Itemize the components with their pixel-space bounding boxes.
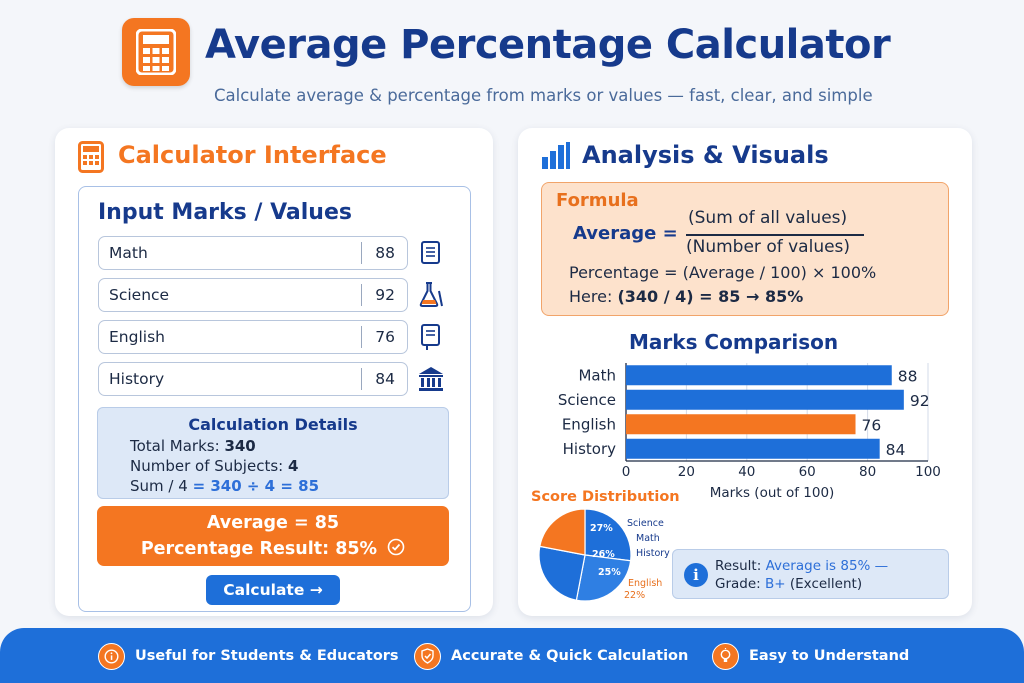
result-line: Result: Average is 85% —: [715, 558, 889, 574]
calculate-button[interactable]: Calculate →: [206, 575, 340, 605]
bar-value-label: 76: [862, 416, 882, 434]
page-subtitle: Calculate average & percentage from mark…: [214, 86, 873, 105]
calculator-small-icon: [78, 141, 104, 173]
bar-chart-title: Marks Comparison: [629, 330, 839, 354]
bar-chart-icon: [542, 142, 570, 169]
here-label: Here:: [569, 287, 613, 306]
footer-bar: [0, 628, 1024, 683]
shield-check-icon: [414, 642, 441, 670]
subject-count-value: 4: [287, 457, 299, 475]
bar-value-label: 92: [910, 392, 930, 410]
pie-percent-label: 26%: [592, 549, 615, 560]
percentage-formula: Percentage = (Average / 100) × 100%: [569, 263, 877, 282]
category-label: History: [563, 440, 616, 458]
mark-value[interactable]: 92: [375, 286, 395, 304]
category-label: Science: [558, 391, 616, 409]
mark-value[interactable]: 84: [375, 370, 395, 388]
pie-name-label: Math: [636, 533, 660, 544]
footer-item-accurate: Accurate & Quick Calculation: [414, 642, 688, 670]
x-axis-label: Marks (out of 100): [710, 485, 835, 501]
subject-label: English: [109, 328, 165, 346]
total-marks-line: Total Marks: 340: [130, 437, 256, 455]
pie-name-label: History: [636, 548, 670, 559]
x-tick-label: 100: [915, 464, 941, 480]
history-input[interactable]: History 84: [98, 362, 408, 396]
bar-english: [626, 414, 856, 435]
bar-value-label: 88: [898, 367, 918, 385]
formula-denominator: (Number of values): [686, 237, 851, 257]
mark-value[interactable]: 88: [375, 244, 395, 262]
sum-line: Sum / 4 = 340 ÷ 4 = 85: [130, 477, 319, 495]
pie-slice-english: [539, 508, 586, 556]
formula-card: [541, 182, 949, 316]
calculator-panel-title: Calculator Interface: [118, 141, 387, 169]
subject-label: History: [109, 370, 165, 388]
science-input[interactable]: Science 92: [98, 278, 408, 312]
analysis-panel-title: Analysis & Visuals: [582, 141, 829, 169]
lightbulb-icon: [712, 642, 739, 670]
sum-label: Sum / 4: [130, 477, 188, 495]
details-title: Calculation Details: [188, 415, 358, 434]
bar-value-label: 84: [886, 441, 906, 459]
average-result: Average = 85: [206, 513, 340, 533]
percentage-result: Percentage Result: 85%: [97, 538, 449, 559]
pie-slice-math: [575, 554, 632, 602]
average-formula-label: Average =: [573, 223, 678, 244]
notebook-icon: [416, 321, 446, 353]
pie-percent-label: 27%: [590, 523, 613, 534]
footer-item-students: Useful for Students & Educators: [98, 642, 399, 670]
calculator-icon: [136, 29, 176, 75]
calculation-details-card: Calculation Details: [97, 407, 449, 499]
flask-icon: [416, 279, 446, 311]
here-line: Here: (340 / 4) = 85 → 85%: [569, 287, 803, 306]
footer-item-easy: Easy to Understand: [712, 642, 909, 670]
book-icon: [416, 237, 446, 269]
formula-numerator: (Sum of all values): [688, 208, 848, 228]
calculator-app-icon: [122, 18, 190, 86]
x-tick-label: 0: [622, 464, 631, 480]
x-tick-label: 60: [799, 464, 816, 480]
museum-icon: [416, 363, 446, 395]
grade-line: Grade: B+ (Excellent): [715, 576, 863, 592]
category-label: Math: [578, 366, 616, 384]
here-expression: (340 / 4) = 85 → 85%: [617, 287, 804, 306]
formula-label: Formula: [556, 190, 639, 211]
page-title: Average Percentage Calculator: [205, 22, 891, 68]
info-icon: [98, 642, 125, 670]
result-info-card: i Result: Average is 85% — Grade: B+ (Ex…: [672, 549, 949, 599]
total-marks-label: Total Marks:: [130, 437, 220, 455]
check-circle-icon: [387, 538, 405, 556]
pie-percent-label: 25%: [598, 567, 621, 578]
x-tick-label: 40: [738, 464, 755, 480]
input-heading: Input Marks / Values: [98, 200, 352, 225]
x-tick-label: 80: [859, 464, 876, 480]
x-tick-label: 20: [678, 464, 695, 480]
english-input[interactable]: English 76: [98, 320, 408, 354]
pie-name-label: Science: [627, 518, 664, 529]
pie-chart-title: Score Distribution: [531, 489, 680, 505]
subject-count-line: Number of Subjects: 4: [130, 457, 298, 475]
subject-label: Math: [109, 244, 148, 262]
bar-science: [626, 389, 904, 410]
subject-label: Science: [109, 286, 170, 304]
pie-outer-label: 22%: [624, 590, 645, 601]
fraction-bar: [686, 234, 864, 236]
math-input[interactable]: Math 88: [98, 236, 408, 270]
pie-slice-history: [538, 545, 586, 601]
bar-history: [626, 438, 880, 459]
subject-count-label: Number of Subjects:: [130, 457, 284, 475]
mark-value[interactable]: 76: [375, 328, 395, 346]
pie-name-label: English: [628, 578, 662, 589]
pie-slice-science: [584, 508, 632, 562]
category-label: English: [562, 415, 616, 433]
sum-expression: = 340 ÷ 4 = 85: [192, 477, 320, 495]
marks-bar-chart: 0 20 40 60 80 100 Math 88 Science 92 English 76 Hist…: [558, 363, 941, 501]
total-marks-value: 340: [224, 437, 256, 455]
result-box: Average = 85 Percentage Result: 85%: [97, 506, 449, 566]
bar-math: [626, 365, 892, 386]
info-icon: i: [684, 563, 708, 587]
